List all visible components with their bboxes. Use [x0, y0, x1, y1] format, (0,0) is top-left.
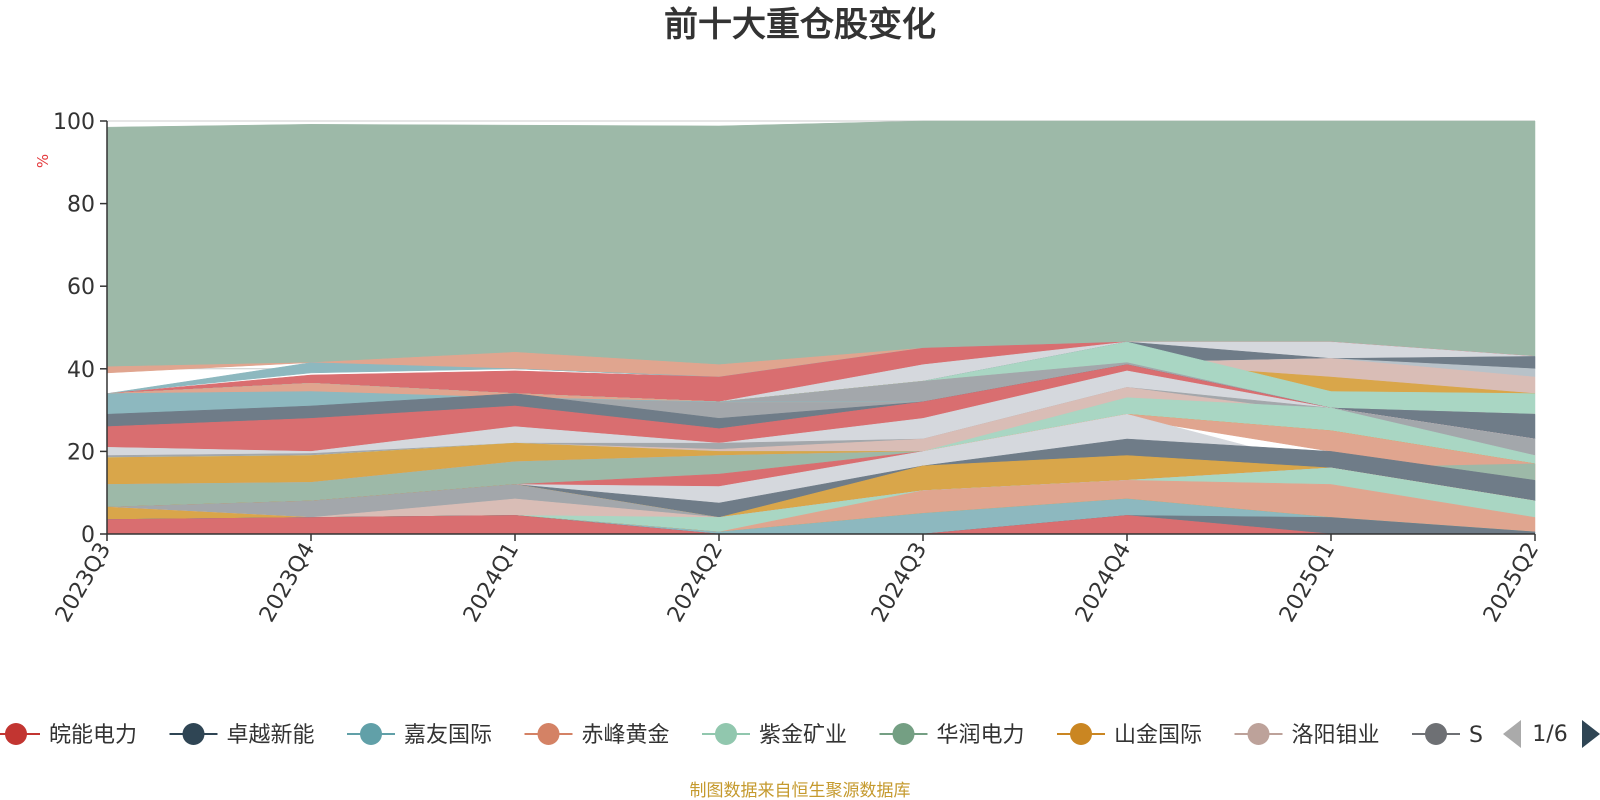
y-tick-label-3: 60 [67, 275, 95, 300]
legend-circle-icon [1070, 723, 1092, 745]
legend-item[interactable]: 卓越新能 [169, 723, 315, 748]
x-tick-label-5: 2024Q4 [1071, 539, 1136, 627]
plot-area [106, 120, 1536, 535]
legend-circle-icon [892, 723, 915, 745]
x-tick-label-4: 2024Q3 [867, 539, 932, 627]
x-tick-label-3: 2024Q2 [663, 539, 728, 627]
area-band-0 [106, 120, 1536, 367]
legend-circle-icon [1247, 723, 1270, 745]
legend-label: S [1469, 723, 1483, 748]
y-tick-label-1: 20 [67, 440, 95, 465]
legend-label: 紫金矿业 [759, 723, 847, 748]
legend-circle-icon [182, 723, 205, 745]
legend-page-indicator: 1/6 [1532, 722, 1567, 747]
legend-item[interactable]: 赤峰黄金 [524, 723, 670, 748]
y-tick-label-2: 40 [67, 358, 95, 383]
legend-item[interactable]: 嘉友国际 [347, 723, 492, 748]
legend-prev-arrow-icon[interactable] [1503, 720, 1521, 748]
legend-label: 山金国际 [1114, 723, 1202, 748]
x-tick-label-2: 2024Q1 [459, 539, 524, 627]
legend-item[interactable]: S [1412, 723, 1483, 748]
y-axis-unit: % [34, 154, 52, 168]
legend-label: 卓越新能 [227, 723, 315, 748]
legend-item[interactable]: 华润电力 [879, 723, 1025, 748]
y-tick-label-0: 0 [81, 523, 95, 548]
legend-item[interactable]: 紫金矿业 [702, 723, 847, 748]
x-tick-label-0: 2023Q3 [51, 539, 116, 627]
x-tick-label-6: 2025Q1 [1275, 539, 1340, 627]
legend-item[interactable]: 山金国际 [1057, 723, 1202, 748]
legend-circle-icon [537, 723, 560, 745]
legend-circle-icon [5, 723, 27, 745]
legend-label: 皖能电力 [49, 723, 137, 748]
legend: 皖能电力 卓越新能 嘉友国际 赤峰黄金 紫金矿业 华润电力 山金国际 洛阳钼业 S [0, 723, 1483, 748]
source-note: 制图数据来自恒生聚源数据库 [690, 781, 911, 800]
legend-circle-icon [1425, 723, 1447, 745]
chart-title: 前十大重仓股变化 [664, 5, 936, 45]
legend-label: 洛阳钼业 [1292, 723, 1380, 748]
y-tick-label-5: 100 [53, 110, 95, 135]
legend-item[interactable]: 洛阳钼业 [1234, 723, 1380, 748]
x-tick-label-1: 2023Q4 [255, 539, 320, 627]
legend-next-arrow-icon[interactable] [1582, 720, 1600, 748]
legend-items: 皖能电力 卓越新能 嘉友国际 赤峰黄金 紫金矿业 华润电力 山金国际 洛阳钼业 S [0, 723, 1483, 748]
x-tick-label-7: 2025Q2 [1479, 539, 1544, 627]
legend-circle-icon [715, 723, 737, 745]
y-tick-label-4: 80 [67, 193, 95, 218]
legend-label: 赤峰黄金 [582, 723, 670, 748]
legend-pager: 1/6 [1503, 720, 1600, 748]
legend-item[interactable]: 皖能电力 [0, 723, 137, 748]
legend-label: 华润电力 [937, 723, 1025, 748]
legend-circle-icon [360, 723, 382, 745]
legend-label: 嘉友国际 [404, 723, 492, 748]
